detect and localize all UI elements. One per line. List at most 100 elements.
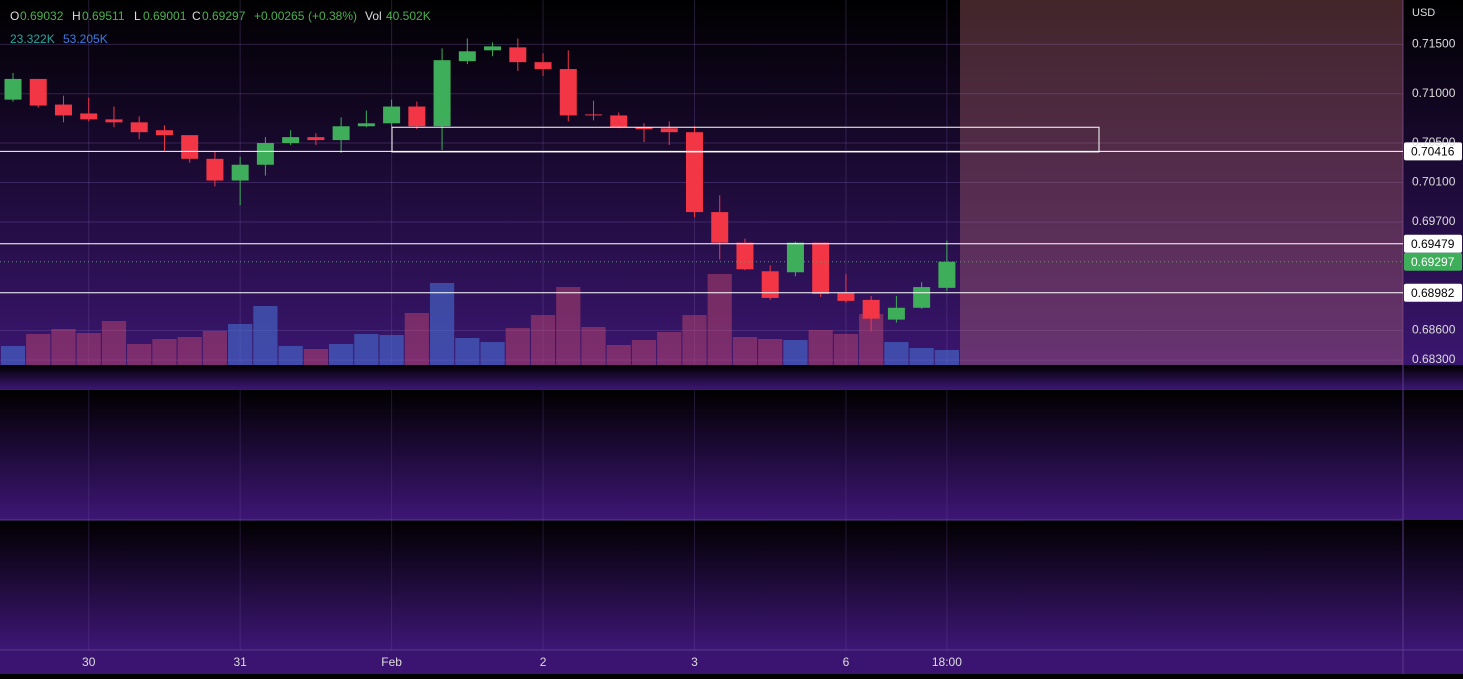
volume-bar	[0, 346, 26, 365]
legend: O 0.69032 H 0.69511 L 0.69001 C 0.69297 …	[10, 9, 431, 46]
legend-label: H	[72, 9, 81, 23]
level-label-bg	[1404, 234, 1462, 253]
volume-bar	[909, 348, 934, 365]
candle-body	[130, 122, 148, 133]
volume-bar	[76, 333, 101, 365]
volume-bar	[884, 342, 909, 365]
volume-bar	[278, 346, 303, 365]
candle-body	[837, 292, 855, 301]
currency: USD	[1412, 7, 1435, 19]
separator	[0, 365, 1463, 390]
candle-body	[509, 47, 527, 63]
candle-body	[761, 271, 779, 298]
x-tick-label: 6	[843, 655, 850, 669]
levels: 0.70416 0.69479 0.68982 0.69297	[0, 126, 1462, 302]
candle-body	[408, 106, 426, 127]
candle-body	[4, 78, 22, 100]
volume-bar	[556, 287, 581, 365]
x-tick-label: 18:00	[932, 655, 962, 669]
y-tick-label: 0.68300	[1412, 352, 1456, 366]
y-tick-label: 0.71000	[1412, 86, 1456, 100]
candle-body	[357, 123, 375, 127]
volume-bar	[127, 344, 152, 365]
y-tick-label: 0.68600	[1412, 323, 1456, 337]
volume-bar	[455, 338, 480, 365]
volume-bar	[808, 330, 833, 365]
zone	[391, 126, 1100, 153]
legend-value: 0.69032	[20, 9, 64, 23]
volume-bar	[51, 329, 76, 365]
volume-bar	[530, 315, 556, 365]
legend-label: C	[192, 9, 201, 23]
candle-body	[80, 113, 98, 120]
x-tick-label: 31	[233, 655, 247, 669]
volume-bar	[152, 339, 177, 365]
level-label: 0.69479	[1411, 237, 1455, 251]
candle-body	[29, 78, 47, 106]
candle-body	[736, 242, 754, 270]
candle-body	[938, 261, 956, 288]
legend-label: Vol	[365, 9, 382, 23]
candle-body	[711, 212, 729, 243]
y-tick-label: 0.70100	[1412, 175, 1456, 189]
candle-body	[685, 132, 703, 213]
y-tick-label: 0.69700	[1412, 214, 1456, 228]
candle-body	[383, 106, 401, 124]
price-label-bg	[1404, 252, 1462, 271]
volume-bar	[354, 334, 379, 365]
volume-bar	[631, 340, 657, 365]
volume-bar	[732, 337, 758, 365]
candle-body	[484, 46, 502, 51]
legend-label: L	[134, 9, 141, 23]
candle-body	[458, 51, 476, 62]
volume-bar	[505, 328, 530, 365]
volume-bar	[26, 334, 51, 365]
legend-value: 0.69001	[143, 9, 187, 23]
pane-3	[0, 520, 1463, 650]
volume-bar	[657, 332, 682, 365]
legend-volume: 40.502K	[386, 9, 431, 23]
y-tick-label: 0.70500	[1412, 135, 1456, 149]
volume-bar	[429, 283, 455, 365]
volume-bar	[379, 335, 404, 365]
candle-body	[887, 307, 905, 320]
candle-body	[256, 143, 274, 165]
vol-ma: 53.205K	[63, 32, 108, 46]
projection-area	[960, 0, 1403, 365]
candle-body	[585, 114, 603, 116]
candle-body	[332, 126, 350, 141]
volume-bar	[581, 327, 606, 365]
volume-bar	[228, 324, 253, 365]
candle-body	[812, 242, 830, 294]
price-axis: 0.71500 0.71000 0.70500 0.70100 0.69700 0.686…	[1412, 37, 1456, 367]
volume-bar	[404, 313, 429, 365]
volume-bar	[707, 274, 732, 365]
candle-body	[534, 62, 552, 70]
x-tick-label: Feb	[381, 655, 402, 669]
volume-bar	[480, 342, 505, 365]
volume-bar	[833, 334, 859, 365]
volume-bar	[202, 331, 228, 365]
volume-bar	[177, 337, 202, 365]
x-tick-label: 30	[82, 655, 96, 669]
level-label-bg	[1404, 283, 1462, 302]
volume-bar	[758, 339, 783, 365]
candle-body	[913, 287, 931, 308]
legend-value: 0.69511	[82, 9, 125, 23]
legend-change: +0.00265	[254, 9, 305, 23]
volume-bar	[253, 306, 278, 365]
volume-bar	[783, 340, 808, 365]
candle-body	[206, 158, 224, 181]
candle-body	[559, 69, 577, 116]
candle-body	[181, 135, 199, 159]
candle-body	[660, 128, 678, 133]
candle-body	[635, 127, 653, 130]
candle-body	[54, 104, 72, 116]
price-label: 0.69297	[1411, 255, 1455, 269]
legend-label: O	[10, 9, 19, 23]
level-label: 0.68982	[1411, 286, 1455, 300]
time-axis	[0, 650, 1463, 674]
candle-body	[610, 115, 628, 128]
